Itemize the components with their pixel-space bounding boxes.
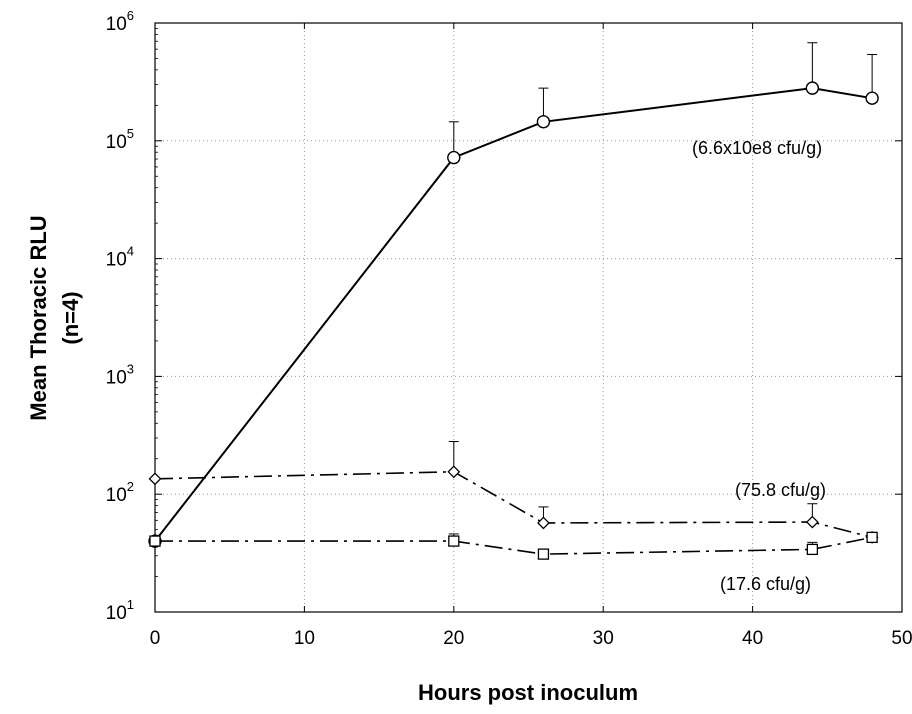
data-point (447, 465, 461, 479)
data-point (536, 115, 551, 129)
series-square (149, 531, 878, 560)
data-point (805, 515, 819, 529)
x-tick-label: 30 (593, 628, 614, 649)
series-group (148, 42, 879, 560)
y-tick-label: 102 (106, 479, 134, 506)
tick-labels: 0 10 20 30 40 50 101 102 103 104 105 106 (106, 8, 912, 649)
data-point (537, 548, 550, 560)
y-axis-title: Mean Thoracic RLU (26, 215, 51, 420)
annotation-square-series: (17.6 cfu/g) (720, 574, 811, 594)
data-point (805, 81, 820, 95)
y-tick-label: 101 (106, 597, 134, 624)
data-point (447, 150, 461, 165)
data-point (537, 516, 550, 530)
x-tick-label: 20 (443, 628, 464, 649)
data-point (149, 535, 161, 547)
x-tick-label: 10 (294, 628, 315, 649)
series-circle (148, 42, 879, 548)
annotation-diamond-series: (75.8 cfu/g) (735, 480, 826, 500)
annotation-circle-series: (6.6x10e8 cfu/g) (692, 138, 822, 158)
grid (155, 23, 902, 612)
data-point (448, 535, 460, 547)
y-tick-label: 103 (106, 361, 134, 388)
data-point (806, 543, 819, 556)
data-point (866, 531, 878, 544)
x-tick-label: 50 (891, 628, 912, 649)
data-point (865, 91, 879, 105)
x-tick-label: 40 (742, 628, 763, 649)
y-tick-label: 105 (106, 126, 134, 153)
y-tick-label: 106 (106, 8, 134, 35)
data-point (148, 472, 162, 486)
x-axis-title: Hours post inoculum (418, 680, 638, 705)
y-tick-label: 104 (106, 244, 134, 271)
plot-frame (154, 22, 903, 613)
axis-ticks (154, 22, 903, 613)
y-axis-title-n: (n=4) (58, 291, 83, 344)
series-line (155, 536, 873, 555)
x-tick-label: 0 (150, 628, 161, 649)
